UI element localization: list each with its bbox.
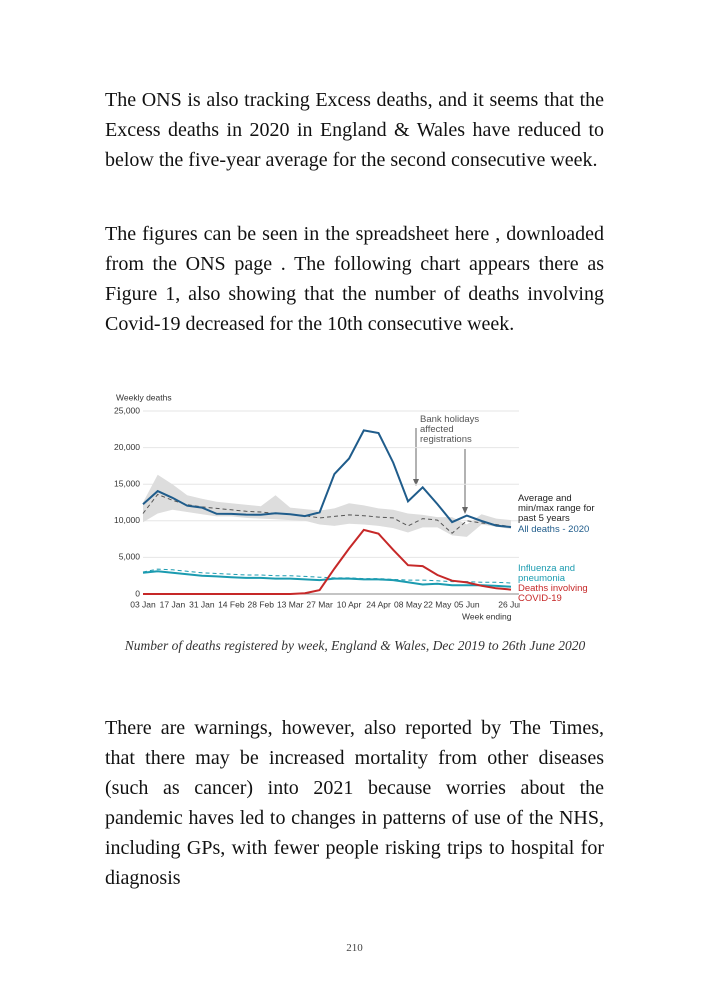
y-tick-label: 20,000 [114,442,140,452]
page-number: 210 [346,942,363,954]
x-tick-label: 22 May [423,599,452,609]
paragraph: The ONS is also tracking Excess deaths, … [105,89,604,171]
x-tick-label: 05 Jun [454,599,480,609]
x-tick-label: 08 May [394,599,423,609]
series-line [142,429,512,529]
x-tick-label: 13 Mar [277,599,304,609]
series-line [143,528,512,595]
y-tick-label: 5,000 [119,552,141,562]
legend-label: All deaths - 2020 [518,524,590,535]
x-tick-label: 26 Jun [498,599,520,609]
legend-label: Influenza and pneumonia [518,563,576,584]
chart-plot: Weekly deaths Week ending 0 5,000 10,000 15… [114,392,520,621]
legend-label: Deaths involving COVID-19 [518,583,588,604]
x-tick-label: 27 Mar [306,599,333,609]
x-tick-label: 28 Feb [248,599,275,609]
x-tick-label: 10 Apr [337,599,362,609]
x-axis-title: Week ending [462,611,512,621]
annotation-arrowhead [413,479,419,486]
x-tick-label: 03 Jan [130,599,156,609]
y-axis-title: Weekly deaths [116,392,172,402]
annotation-arrowhead [462,507,468,514]
y-tick-label: 15,000 [114,478,140,488]
average-line [142,493,512,534]
y-tick-label: 0 [135,588,140,598]
paragraph: There are warnings, however, also report… [105,717,604,889]
y-tick-label: 10,000 [114,515,140,525]
x-tick-label: 31 Jan [189,599,215,609]
paragraph: The figures can be seen in the spreadshe… [105,223,604,335]
y-tick-label: 25,000 [114,405,140,415]
average-line [142,568,512,584]
x-tick-label: 14 Feb [218,599,245,609]
x-tick-label: 24 Apr [366,599,391,609]
annotation: Bank holidays affected registrations [420,414,480,445]
caption: Number of deaths registered by week, Eng… [124,638,586,653]
legend-label: Average and min/max range for past 5 yea… [518,493,595,524]
x-tick-label: 17 Jan [160,599,186,609]
chart: Weekly deaths Week ending 0 5,000 10,000 15… [110,388,610,628]
range-band [143,474,511,537]
